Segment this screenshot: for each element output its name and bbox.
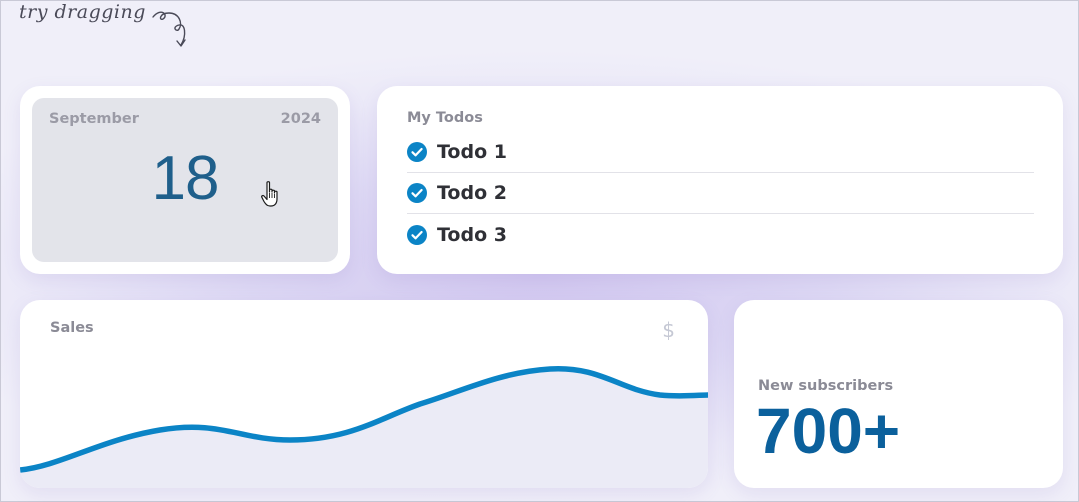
calendar-panel: September 2024 18 (32, 98, 338, 262)
hand-pointer-icon (261, 181, 278, 207)
subscribers-card[interactable]: New subscribers 700+ (734, 300, 1063, 488)
dollar-icon: $ (662, 318, 675, 342)
calendar-day: 18 (151, 144, 220, 213)
todo-label: Todo 2 (437, 182, 507, 204)
sales-card[interactable]: Sales $ (20, 300, 708, 488)
todo-label: Todo 1 (437, 141, 507, 163)
todo-item[interactable]: Todo 1 (407, 132, 1034, 173)
check-circle-icon[interactable] (407, 142, 427, 162)
calendar-card[interactable]: September 2024 18 (20, 86, 350, 274)
todo-item[interactable]: Todo 3 (407, 214, 1034, 255)
check-circle-icon[interactable] (407, 183, 427, 203)
todo-title: My Todos (407, 110, 483, 126)
subscribers-label: New subscribers (758, 378, 894, 394)
todo-item[interactable]: Todo 2 (407, 173, 1034, 214)
curly-arrow-icon (152, 11, 186, 47)
subscribers-count: 700+ (756, 395, 901, 467)
todo-label: Todo 3 (437, 223, 507, 246)
calendar-month: September (49, 111, 139, 127)
sales-chart (20, 366, 708, 488)
calendar-year: 2024 (280, 111, 321, 127)
check-circle-icon[interactable] (407, 224, 427, 245)
sales-title: Sales (50, 320, 94, 336)
todo-card[interactable]: My Todos Todo 1 Todo 2 Todo 3 (377, 86, 1063, 274)
sales-line (20, 366, 708, 473)
try-dragging-hint: try dragging (19, 1, 146, 23)
